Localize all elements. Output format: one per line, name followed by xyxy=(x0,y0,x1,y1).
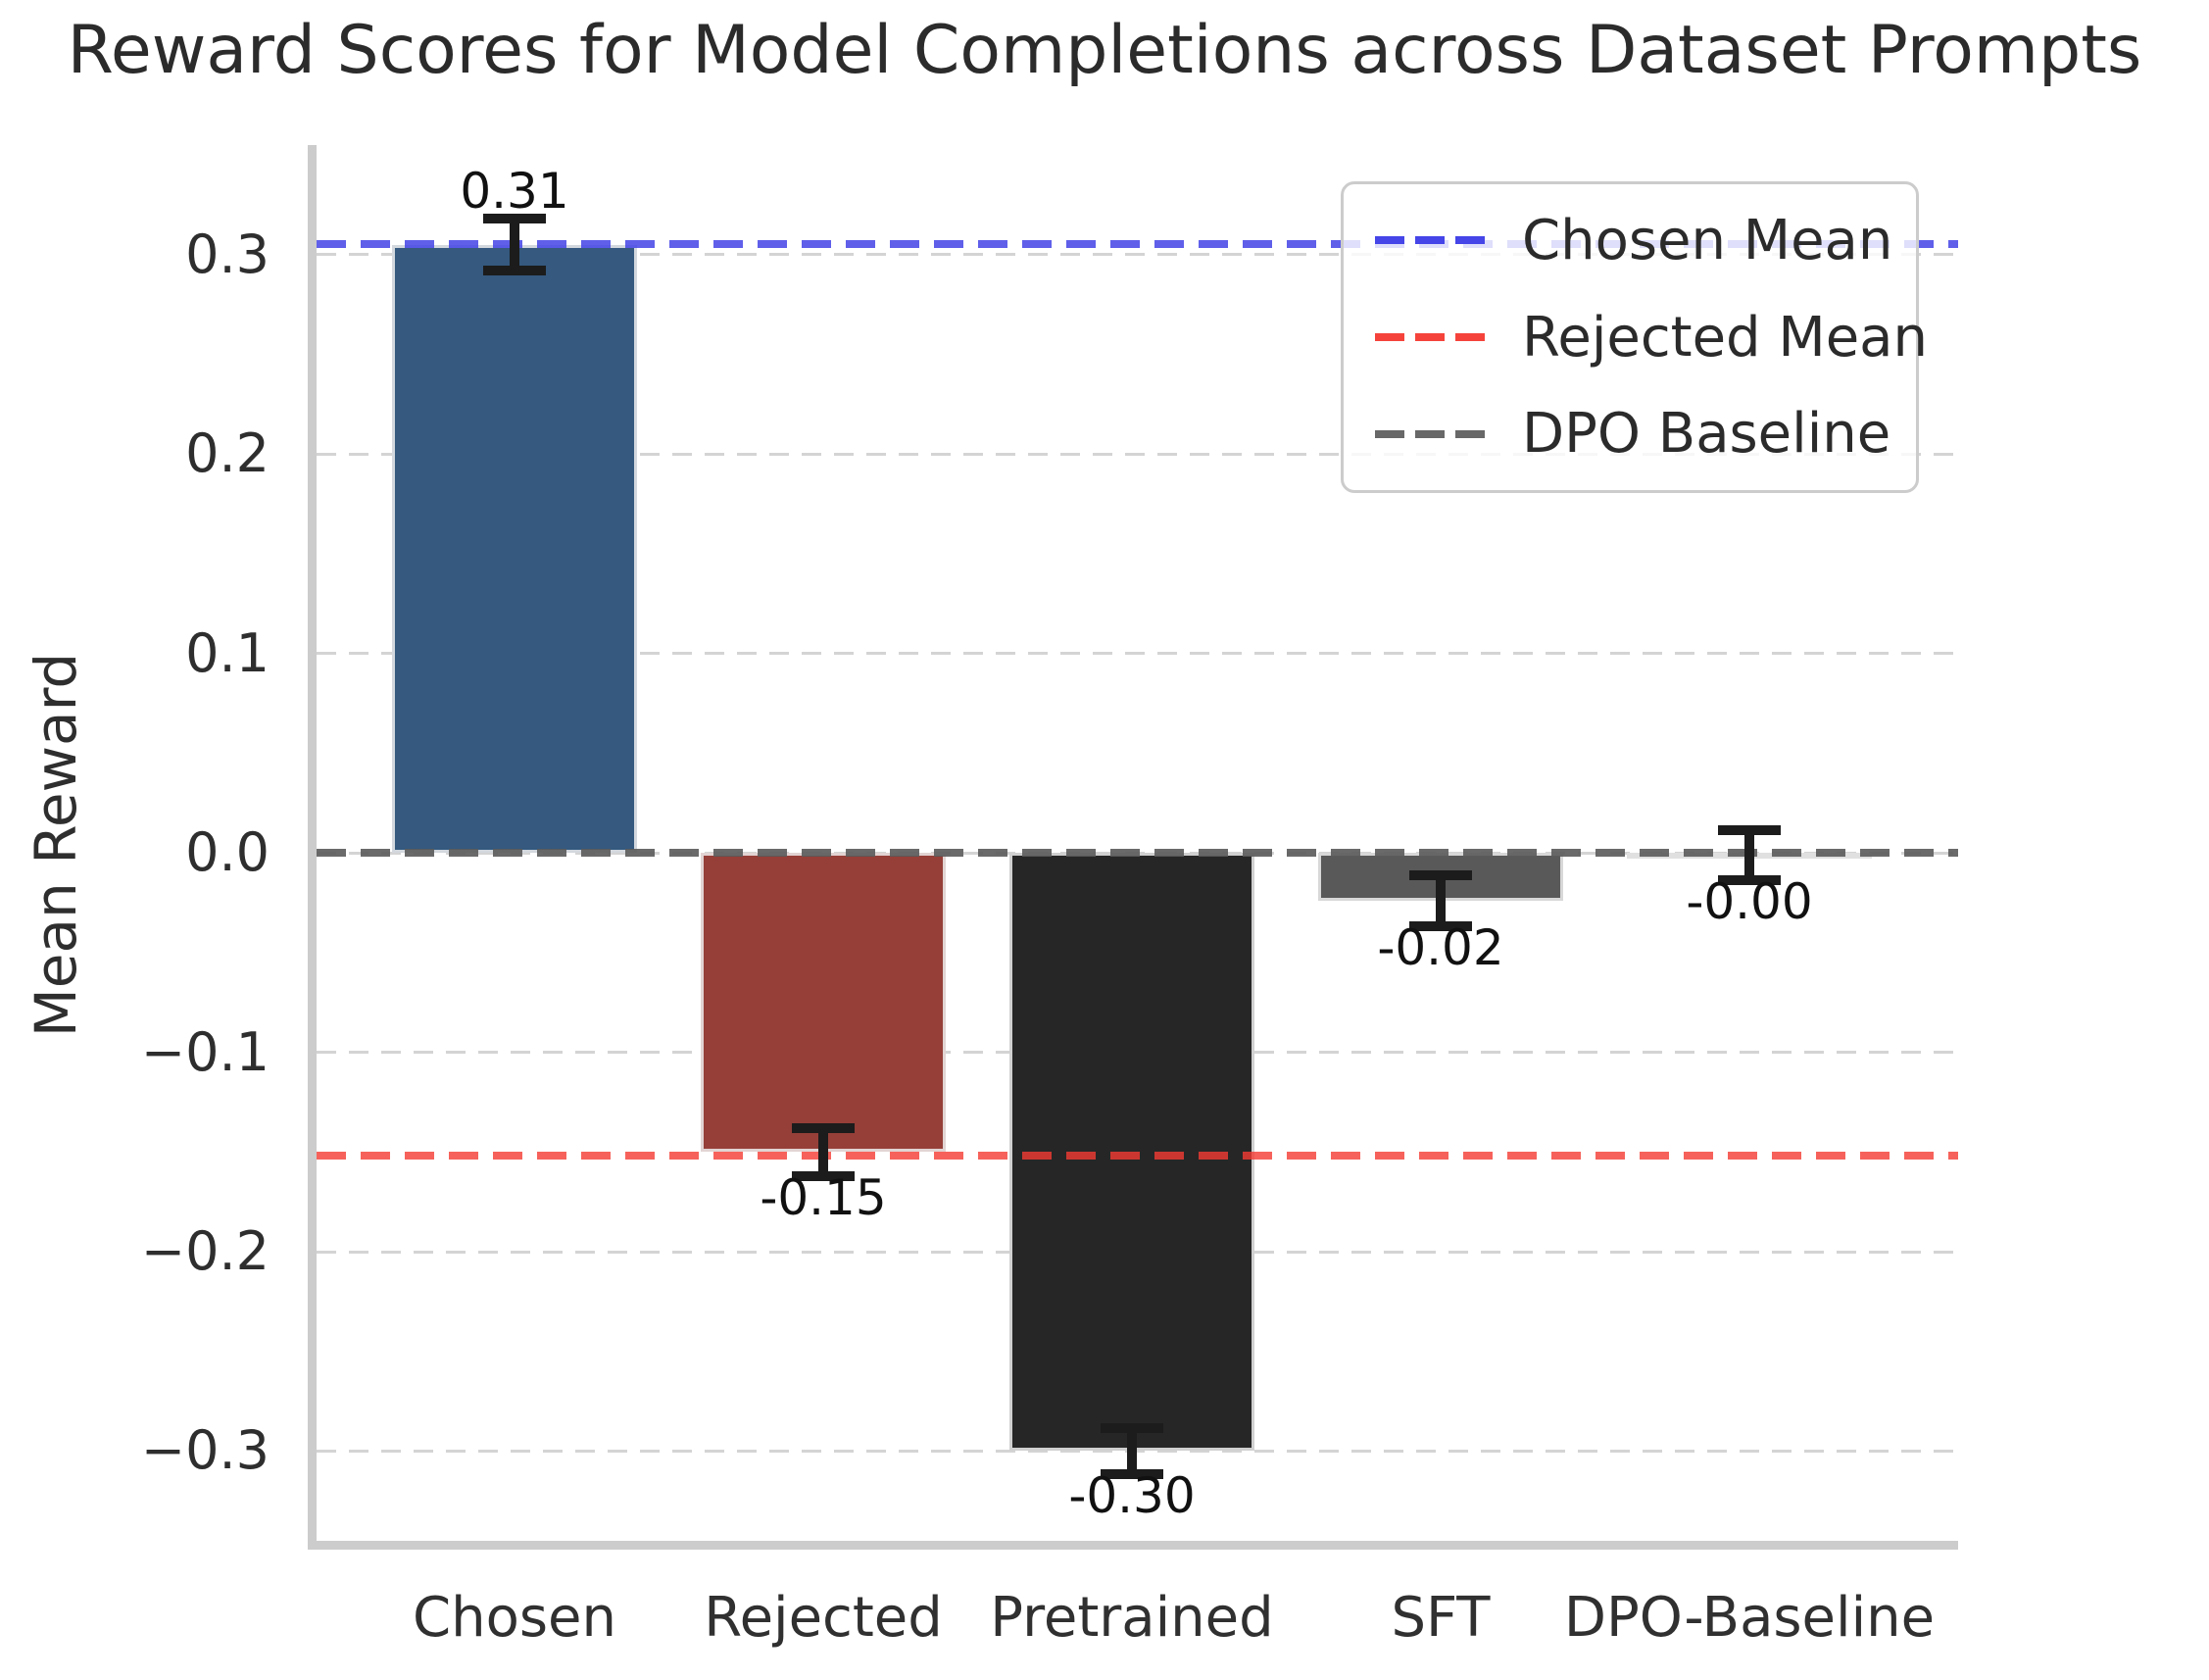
error-bar xyxy=(1436,874,1446,927)
legend-entry: DPO Baseline xyxy=(1357,385,1902,482)
error-bar-cap xyxy=(483,266,546,276)
legend-label: Chosen Mean xyxy=(1522,208,1893,272)
gridline xyxy=(317,452,1958,456)
legend-label: Rejected Mean xyxy=(1522,305,1928,370)
ytick-label: 0.1 xyxy=(185,621,270,684)
plot-area: 0.31 -0.15 -0.30 -0.02 -0.00 xyxy=(308,145,1958,1550)
reference-line xyxy=(317,239,1958,248)
gridline xyxy=(317,652,1958,656)
legend-label: DPO Baseline xyxy=(1522,402,1891,467)
error-bar-cap xyxy=(1101,1468,1163,1479)
category-label: Pretrained xyxy=(990,1586,1274,1650)
error-bar xyxy=(818,1127,828,1176)
category-label: Chosen xyxy=(413,1586,616,1650)
legend-dash-sample xyxy=(1375,429,1485,438)
error-bar-cap xyxy=(483,214,546,224)
bar xyxy=(1009,853,1254,1452)
error-bar-cap xyxy=(1718,824,1781,835)
bar-value-label: 0.31 xyxy=(460,163,569,221)
gridline xyxy=(317,1449,1958,1453)
bar-value-label: -0.15 xyxy=(760,1168,887,1226)
gridline xyxy=(317,253,1958,257)
chart-title: Reward Scores for Model Completions acro… xyxy=(67,12,2142,89)
category-label: SFT xyxy=(1391,1586,1491,1650)
legend-entry: Chosen Mean xyxy=(1357,192,1902,289)
bar-value-label: -0.30 xyxy=(1068,1466,1196,1524)
reference-line xyxy=(317,1152,1958,1161)
error-bar-cap xyxy=(792,1122,855,1133)
reference-line xyxy=(317,849,1958,858)
bar-value-label: -0.02 xyxy=(1377,919,1504,977)
category-label: DPO-Baseline xyxy=(1563,1586,1936,1650)
ytick-label: 0.2 xyxy=(185,422,270,485)
error-bar-cap xyxy=(1101,1423,1163,1434)
bar xyxy=(701,853,946,1153)
legend-dash-sample xyxy=(1375,236,1485,245)
legend-dash-sample xyxy=(1375,333,1485,341)
bar xyxy=(392,244,637,854)
x-axis-spine xyxy=(308,1541,1958,1550)
ytick-label: 0.3 xyxy=(185,222,270,285)
ytick-label: −0.2 xyxy=(140,1220,270,1283)
error-bar-cap xyxy=(792,1170,855,1181)
error-bar xyxy=(1744,829,1754,880)
legend: Chosen Mean Rejected Mean DPO Baseline xyxy=(1341,181,1928,493)
ytick-label: −0.1 xyxy=(140,1020,270,1083)
error-bar xyxy=(510,219,519,272)
ytick-label: −0.3 xyxy=(140,1419,270,1482)
ytick-label: 0.0 xyxy=(185,821,270,884)
error-bar-cap xyxy=(1409,869,1472,880)
error-bar xyxy=(1127,1428,1137,1474)
y-axis-spine xyxy=(308,145,317,1550)
error-bar-cap xyxy=(1409,921,1472,932)
legend-entry: Rejected Mean xyxy=(1357,289,1928,386)
bar-value-label: -0.00 xyxy=(1686,872,1813,930)
category-label: Rejected xyxy=(704,1586,943,1650)
error-bar-cap xyxy=(1718,874,1781,885)
